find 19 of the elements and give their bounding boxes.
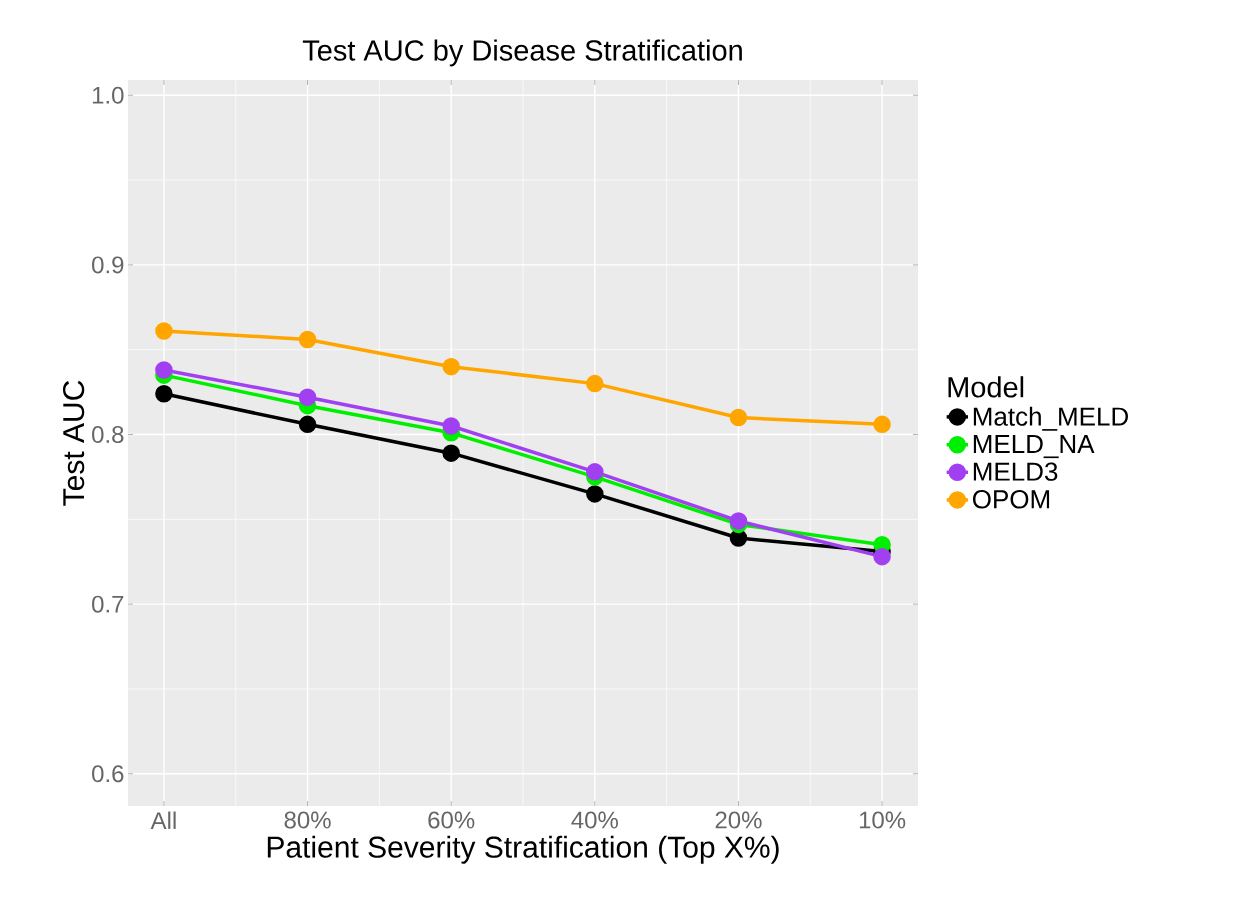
x-tick-label: 80% bbox=[284, 811, 331, 829]
x-tick-label: 20% bbox=[715, 811, 762, 829]
y-tick-label: 1.0 bbox=[92, 86, 124, 104]
y-tick-label: 0.6 bbox=[92, 765, 124, 783]
x-tick-label: All bbox=[150, 811, 176, 829]
y-tick-label: 0.9 bbox=[92, 256, 124, 274]
y-tick-label: 0.7 bbox=[92, 595, 124, 613]
x-tick-label: 40% bbox=[571, 811, 618, 829]
legend-label: Match_MELD bbox=[973, 406, 1128, 431]
x-tick-label: 10% bbox=[859, 811, 906, 829]
y-axis-title: Test AUC bbox=[63, 380, 85, 506]
x-axis-title: Patient Severity Stratification (Top X%) bbox=[267, 835, 779, 864]
y-tick-label: 0.8 bbox=[92, 426, 124, 443]
legend-label: MELD_NA bbox=[973, 435, 1095, 459]
legend-title: Model bbox=[948, 376, 1024, 398]
chart-title: Test AUC by Disease Stratification bbox=[302, 39, 742, 67]
legend-label: OPOM bbox=[972, 490, 1050, 509]
x-tick-label: 60% bbox=[428, 811, 475, 829]
legend-label: MELD3 bbox=[973, 462, 1058, 481]
